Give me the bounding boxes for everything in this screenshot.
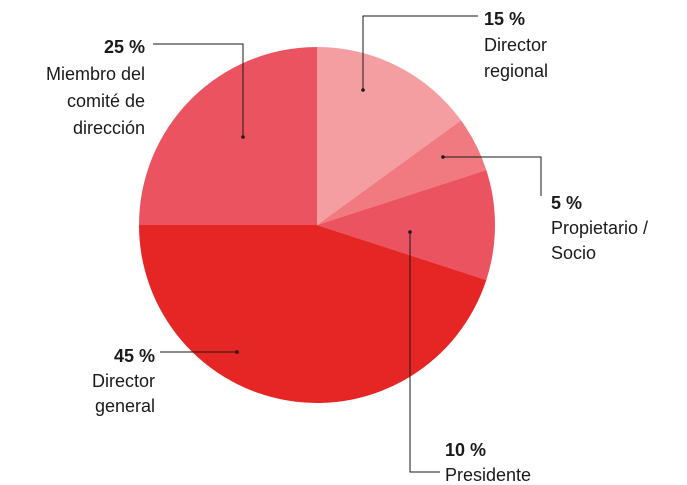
- pie-slice: [139, 47, 317, 225]
- category-label: general: [95, 396, 155, 416]
- leader-dot: [408, 230, 412, 234]
- leader-dot: [361, 88, 365, 92]
- category-label: Miembro del: [46, 64, 145, 84]
- leader-dot: [241, 135, 245, 139]
- leader-line: [409, 232, 440, 473]
- category-label: Presidente: [445, 465, 531, 485]
- category-label: Propietario /: [551, 218, 648, 238]
- leader-line: [362, 15, 478, 90]
- category-label: Director: [484, 35, 547, 55]
- leader-dot: [441, 155, 445, 159]
- pie-slice: [317, 120, 487, 225]
- data-label: 10 %: [445, 440, 486, 460]
- category-label: Director: [92, 371, 155, 391]
- category-label: dirección: [73, 118, 145, 138]
- pie-slice: [139, 225, 487, 403]
- category-label: comité de: [67, 91, 145, 111]
- category-label: regional: [484, 61, 548, 81]
- leader-dot: [235, 350, 239, 354]
- leader-line: [443, 156, 542, 196]
- category-label: Socio: [551, 243, 596, 263]
- data-label: 25 %: [104, 37, 145, 57]
- pie-slice: [317, 169, 495, 281]
- leader-line: [153, 43, 244, 137]
- data-label: 15 %: [484, 9, 525, 29]
- data-label: 45 %: [114, 346, 155, 366]
- pie-slice: [317, 47, 462, 225]
- data-label: 5 %: [551, 193, 582, 213]
